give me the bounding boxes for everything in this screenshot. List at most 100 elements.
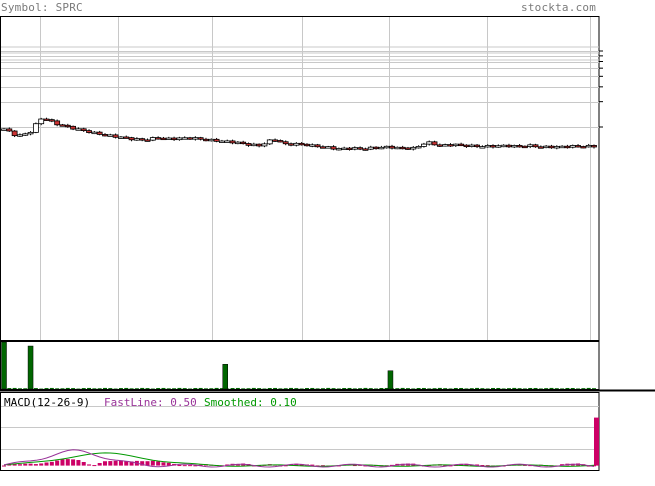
macd-histogram-bar [71,459,76,466]
volume-bar [560,388,565,389]
site-label: stockta.com [521,1,597,14]
volume-bar [512,387,517,389]
candle-body [133,138,140,141]
candle-body [548,145,555,149]
macd-histogram-bar [39,463,44,466]
volume-bar [108,388,113,389]
candle-body [107,134,114,137]
volume-bar [7,388,12,389]
macd-histogram-bar [592,465,596,467]
macd-histogram-bar [17,464,22,466]
macd-histogram-bar [177,465,182,467]
volume-bar [352,388,357,389]
volume-bar [55,388,60,389]
candle-body [91,131,98,135]
candle-body [96,131,103,135]
macd-histogram-bar [198,464,203,466]
volume-bar [262,388,267,389]
candle-body [11,130,18,137]
candle-body [367,146,374,150]
candle-body [245,143,252,146]
candle-body [479,146,486,149]
volume-bar [528,387,533,389]
candle-body [543,145,550,149]
candle-body [410,146,417,150]
volume-bar [161,387,166,389]
candle-body [373,146,379,150]
candle-body [176,137,183,141]
candle-body [511,145,518,148]
macd-histogram-bar [182,465,187,467]
candle-body [118,136,124,139]
macd-histogram-bar [92,465,97,467]
candle-body [490,145,496,148]
candle-body [405,147,411,150]
volume-bar [214,387,219,389]
candle-body [43,118,50,121]
volume-bar [405,388,410,389]
volume-bar [581,388,586,389]
candle-body [346,147,353,151]
macd-histogram-bar [480,465,485,467]
volume-bar [368,388,373,389]
volume-bar [49,387,54,389]
volume-bar [374,388,379,389]
candle-body [362,148,369,151]
candle-body [580,146,587,149]
volume-bar [427,388,432,389]
volume-bar [299,388,304,389]
volume-bar [33,388,38,389]
macd-histogram-bar [113,460,118,466]
candle-body [80,128,87,132]
candle-body [442,144,449,147]
macd-fastline-label: FastLine: 0.50 [104,396,197,409]
candle-body [506,144,512,148]
volume-bar [363,387,368,389]
volume-bar [453,387,458,389]
candle-body [272,139,278,142]
volume-bar [400,387,405,389]
volume-bar [44,388,49,389]
candle-body [203,138,209,142]
candle-body [537,146,544,149]
volume-bar [522,388,527,389]
candle-body [591,144,597,148]
volume-bar [230,388,235,389]
macd-histogram-bar [443,465,448,467]
candle-body [527,144,534,147]
macd-histogram-bar [193,465,198,467]
price-panel [0,16,600,470]
volume-bar [102,387,107,389]
volume-bar [379,388,384,389]
candle-body [458,143,465,147]
volume-bar [347,387,352,389]
volume-bar [475,387,480,389]
candle-body [261,143,268,147]
volume-bar [267,388,272,389]
volume-bar [448,388,453,389]
macd-histogram-bar [23,463,28,466]
macd-histogram-bar [235,463,240,466]
candle-body [335,148,342,151]
volume-bar [17,388,22,389]
macd-histogram-bar [124,461,129,466]
volume-bar [257,388,262,389]
candle-body [219,140,225,143]
candle-body [426,141,433,145]
volume-bar [92,388,97,389]
candle-body [516,145,523,148]
volume-bar [464,388,469,389]
candle-body [559,145,566,149]
macd-histogram-bar [44,462,49,466]
volume-bar [65,387,70,389]
macd-histogram-bar [570,463,575,466]
candle-body [325,146,332,149]
candle-body [266,139,273,145]
volume-bar [182,388,187,389]
candle-body [421,143,427,147]
volume-bar [384,387,389,389]
candle-body [415,146,422,149]
candle-body [139,138,146,141]
candle-body [569,145,576,148]
volume-bar [273,387,278,389]
